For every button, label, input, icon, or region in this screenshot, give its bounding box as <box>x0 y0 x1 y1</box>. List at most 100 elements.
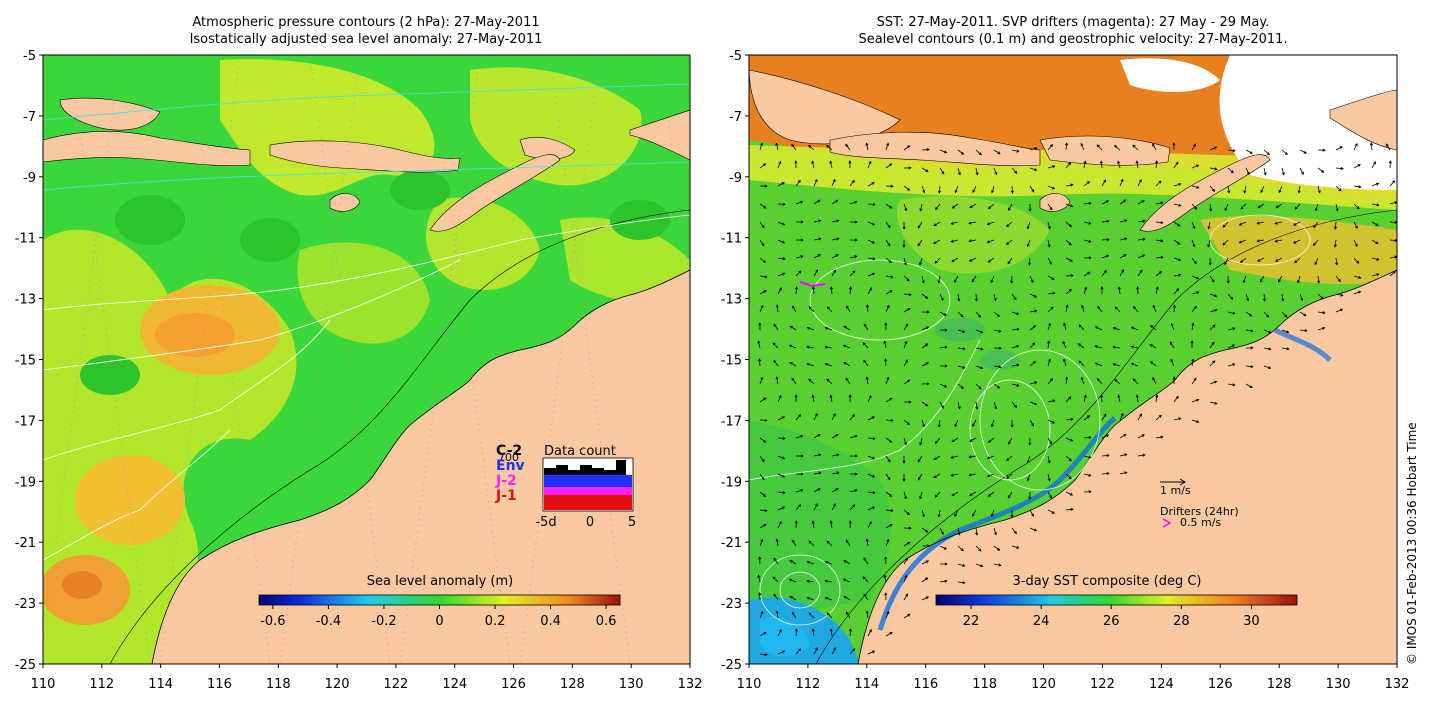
velocity-vector <box>1369 142 1374 151</box>
velocity-vector <box>865 142 869 151</box>
sst-lat-tick-label: -13 <box>721 293 742 308</box>
velocity-vector <box>862 576 869 583</box>
sat-label-c2: C-2 <box>496 443 522 459</box>
j1-count-bar <box>544 495 632 510</box>
velocity-vector <box>1112 363 1121 367</box>
velocity-vector <box>885 163 893 169</box>
velocity-vector <box>1281 347 1290 351</box>
count-xtick-end: 5 <box>628 515 636 530</box>
velocity-vector <box>1011 527 1017 535</box>
velocity-vector <box>986 455 995 460</box>
velocity-vector <box>1026 239 1031 248</box>
velocity-vector <box>1119 471 1128 475</box>
velocity-vector <box>1173 183 1182 187</box>
velocity-vector <box>1242 275 1247 284</box>
sst-lat-tick-label: -25 <box>721 658 742 673</box>
sla-lon-tick-label: 118 <box>266 677 291 692</box>
velocity-vector <box>1335 203 1339 212</box>
velocity-vector <box>957 527 961 536</box>
velocity-vector <box>794 160 798 169</box>
velocity-vector <box>1137 219 1146 223</box>
velocity-vector <box>846 305 851 313</box>
velocity-vector <box>867 160 872 169</box>
velocity-vector <box>921 596 930 601</box>
velocity-vector <box>1010 509 1014 518</box>
velocity-vector <box>1263 365 1272 370</box>
drifters-speed-label: 0.5 m/s <box>1180 516 1221 529</box>
velocity-vector <box>813 199 821 205</box>
velocity-vector <box>954 185 959 194</box>
velocity-vector <box>1007 491 1013 499</box>
velocity-vector <box>1335 166 1344 171</box>
sst-lat-axis: -5 -7 -9 -11 -13 -15 -17 -19 -21 -23 -25 <box>721 49 749 673</box>
velocity-vector <box>1101 200 1110 205</box>
sla-lat-tick-label: -11 <box>15 232 36 247</box>
velocity-vector <box>885 473 891 481</box>
velocity-vector <box>867 506 876 511</box>
velocity-vector <box>1132 305 1139 313</box>
velocity-vector <box>1173 257 1182 262</box>
velocity-vector <box>831 471 840 475</box>
velocity-vector <box>759 473 765 481</box>
velocity-vector <box>1353 142 1358 151</box>
velocity-vector <box>903 323 909 331</box>
velocity-vector <box>867 416 876 421</box>
velocity-vector <box>1101 254 1110 259</box>
velocity-vector <box>972 419 977 427</box>
velocity-vector <box>986 473 995 478</box>
velocity-vector <box>1096 144 1103 151</box>
velocity-vector <box>1065 396 1072 403</box>
velocity-vector <box>826 540 833 547</box>
velocity-vector <box>806 579 815 583</box>
velocity-vector <box>1101 471 1110 476</box>
velocity-vector <box>903 419 911 425</box>
velocity-vector <box>883 574 887 583</box>
velocity-vector <box>1078 360 1085 367</box>
velocity-vector <box>794 520 798 529</box>
velocity-vector <box>777 202 786 206</box>
velocity-vector <box>921 419 925 428</box>
velocity-vector <box>813 254 821 259</box>
velocity-vector <box>885 538 890 547</box>
sla-lon-tick-label: 126 <box>501 677 526 692</box>
velocity-vector <box>759 538 764 547</box>
velocity-vector <box>789 559 797 565</box>
velocity-vector <box>849 179 855 187</box>
velocity-vector <box>1047 378 1054 385</box>
velocity-vector <box>903 185 911 191</box>
velocity-vector <box>758 322 762 331</box>
velocity-vector <box>903 257 907 266</box>
velocity-vector <box>957 167 961 176</box>
velocity-vector <box>824 596 833 601</box>
velocity-vector <box>1227 149 1236 153</box>
velocity-vector <box>775 610 779 619</box>
velocity-vector <box>1314 257 1319 266</box>
sla-colorbar-tick-label: -0.6 <box>260 614 285 629</box>
velocity-vector <box>1029 293 1038 298</box>
velocity-vector <box>813 237 822 241</box>
velocity-vector <box>921 362 929 367</box>
velocity-vector <box>987 437 995 443</box>
velocity-vector <box>1173 161 1179 169</box>
velocity-vector <box>1353 164 1361 169</box>
velocity-vector <box>759 491 767 497</box>
velocity-vector <box>993 365 1002 369</box>
velocity-vector <box>1047 437 1053 445</box>
drifter-track <box>799 281 826 288</box>
velocity-vector <box>885 610 890 619</box>
velocity-vector <box>1260 185 1265 194</box>
velocity-vector <box>1152 304 1157 313</box>
velocity-vector <box>849 504 856 511</box>
velocity-vector <box>806 363 815 367</box>
velocity-vector <box>1263 167 1267 176</box>
velocity-vector <box>1100 394 1104 403</box>
velocity-vector <box>826 612 833 619</box>
velocity-vector <box>813 219 822 223</box>
velocity-vector <box>824 345 833 349</box>
velocity-vector <box>1028 257 1032 266</box>
velocity-vector <box>1155 239 1164 243</box>
velocity-vector <box>759 142 763 151</box>
velocity-vector <box>957 149 965 155</box>
velocity-vector <box>1207 221 1211 230</box>
velocity-vector <box>1064 142 1068 151</box>
